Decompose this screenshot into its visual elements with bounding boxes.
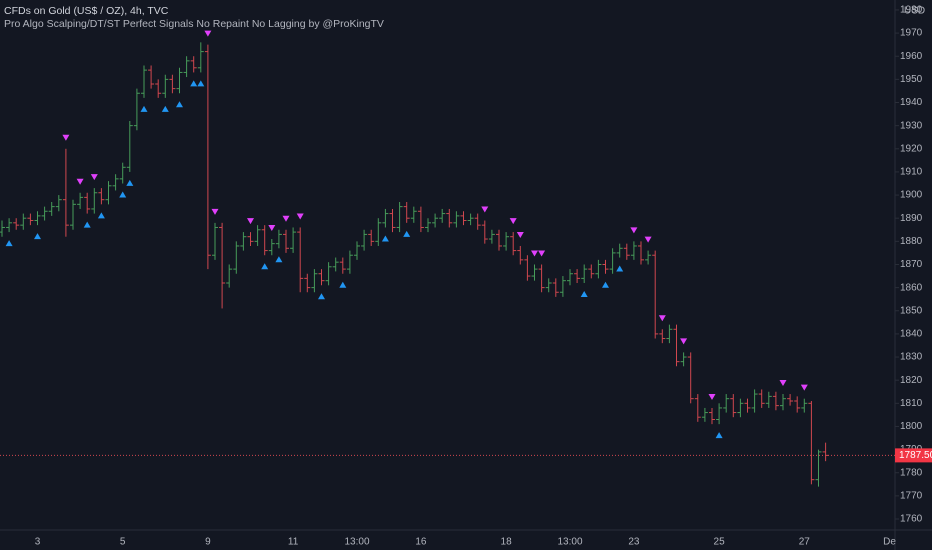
y-tick-label: 1920 [900,143,923,154]
sell-signal [282,215,290,222]
sell-signal [268,225,276,232]
sell-signal [211,208,219,215]
sell-signal [481,206,489,213]
buy-signal [119,191,127,198]
y-tick-label: 1820 [900,375,923,386]
y-tick-label: 1980 [900,5,923,16]
sell-signal [247,218,254,225]
x-tick-label: 13:00 [557,537,582,548]
y-tick-label: 1880 [900,236,923,247]
sell-signal [90,174,98,181]
sell-signal [779,380,787,387]
y-tick-label: 1960 [900,51,923,62]
sell-signal [531,250,538,257]
sell-signal [680,338,688,345]
buy-signal [616,265,624,272]
y-tick-label: 1780 [900,467,923,478]
buy-signal [275,256,283,263]
last-price-box [895,448,932,463]
buy-signal [381,235,389,242]
buy-signal [602,281,609,288]
buy-signal [403,230,411,237]
y-tick-label: 1800 [900,421,923,432]
buy-signal [126,179,134,186]
sell-signal [516,231,524,238]
sell-signal [630,227,638,234]
buy-signal [715,432,723,439]
x-tick-label: 16 [415,537,427,548]
sell-signal [204,30,212,37]
x-tick-label: 27 [799,537,811,548]
buy-signal [176,101,183,108]
sell-signal [644,236,652,243]
sell-signal [658,315,666,322]
buy-signal [83,221,91,228]
x-tick-label: De [883,537,896,548]
currency-label: USD [904,6,925,17]
sell-signal [296,213,304,220]
sell-signal [538,250,546,257]
buy-signal [97,212,105,219]
x-tick-label: 3 [35,537,41,548]
buy-signal [5,240,13,247]
y-tick-label: 1760 [900,514,923,525]
y-tick-label: 1840 [900,329,923,340]
y-tick-label: 1770 [900,491,923,502]
y-tick-label: 1910 [900,167,923,178]
sell-signal [509,218,517,225]
y-tick-label: 1870 [900,259,923,270]
x-tick-label: 5 [120,537,126,548]
chart-title: CFDs on Gold (US$ / OZ), 4h, TVC [4,5,169,17]
x-tick-label: 18 [501,537,513,548]
buy-signal [190,80,198,87]
y-tick-label: 1860 [900,282,923,293]
y-tick-label: 1850 [900,305,923,316]
buy-signal [339,281,347,288]
x-tick-label: 25 [714,537,726,548]
y-tick-label: 1890 [900,213,923,224]
sell-signal [76,178,84,185]
buy-signal [261,263,269,270]
x-tick-label: 23 [628,537,640,548]
x-tick-label: 13:00 [344,537,369,548]
x-tick-label: 9 [205,537,211,548]
y-tick-label: 1900 [900,190,923,201]
y-tick-label: 1930 [900,120,923,131]
y-tick-label: 1810 [900,398,923,409]
buy-signal [140,105,148,112]
y-tick-label: 1950 [900,74,923,85]
last-price-label: 1787.50 [899,450,932,461]
x-tick-label: 11 [288,537,299,548]
indicator-name: Pro Algo Scalping/DT/ST Perfect Signals … [4,18,384,30]
buy-signal [580,290,588,297]
sell-signal [62,134,70,141]
buy-signal [161,105,169,112]
buy-signal [318,293,325,300]
buy-signal [34,233,41,240]
y-tick-label: 1940 [900,97,923,108]
sell-signal [800,384,808,391]
buy-signal [197,80,205,87]
sell-signal [708,393,716,400]
y-tick-label: 1970 [900,28,923,39]
y-tick-label: 1830 [900,352,923,363]
